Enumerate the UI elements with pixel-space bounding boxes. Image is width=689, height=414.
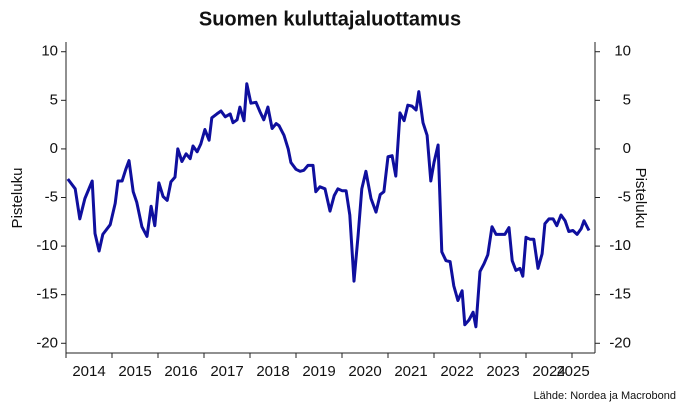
chart-title: Suomen kuluttajaluottamus <box>199 8 461 30</box>
y-tick-label: -10 <box>36 237 58 254</box>
x-tick-label: 2015 <box>118 363 151 380</box>
x-tick-label: 2014 <box>72 363 105 380</box>
y2-tick-label: 5 <box>623 91 631 108</box>
x-tick-label: 2019 <box>302 363 335 380</box>
y2-tick-label: -15 <box>609 286 631 303</box>
x-tick-label: 2017 <box>210 363 243 380</box>
source-note: Lähde: Nordea ja Macrobond <box>534 390 676 402</box>
y-tick-label: -20 <box>36 334 58 351</box>
x-tick-label: 2024 <box>532 363 565 380</box>
x-tick-label: 2020 <box>348 363 381 380</box>
y-tick-label: -15 <box>36 286 58 303</box>
line-series <box>66 82 591 329</box>
y-tick-label: -5 <box>45 188 58 205</box>
y2-tick-label: -5 <box>618 188 631 205</box>
y-axis-title: Pisteluku <box>9 168 26 229</box>
x-tick-label: 2018 <box>256 363 289 380</box>
y2-tick-label: -10 <box>609 237 631 254</box>
y2-tick-label: -20 <box>609 334 631 351</box>
x-tick-label: 2022 <box>440 363 473 380</box>
x-tick-label: 2023 <box>486 363 519 380</box>
y2-tick-label: 0 <box>623 140 631 157</box>
x-tick-label: 2025 <box>556 363 589 380</box>
y-tick-label: 0 <box>50 140 58 157</box>
y-tick-label: 5 <box>50 91 58 108</box>
y2-axis-title: Pisteluku <box>632 168 649 229</box>
y-tick-label: 10 <box>41 43 58 60</box>
x-tick-label: 2016 <box>164 363 197 380</box>
y2-tick-label: 10 <box>614 43 631 60</box>
x-tick-label: 2021 <box>394 363 427 380</box>
